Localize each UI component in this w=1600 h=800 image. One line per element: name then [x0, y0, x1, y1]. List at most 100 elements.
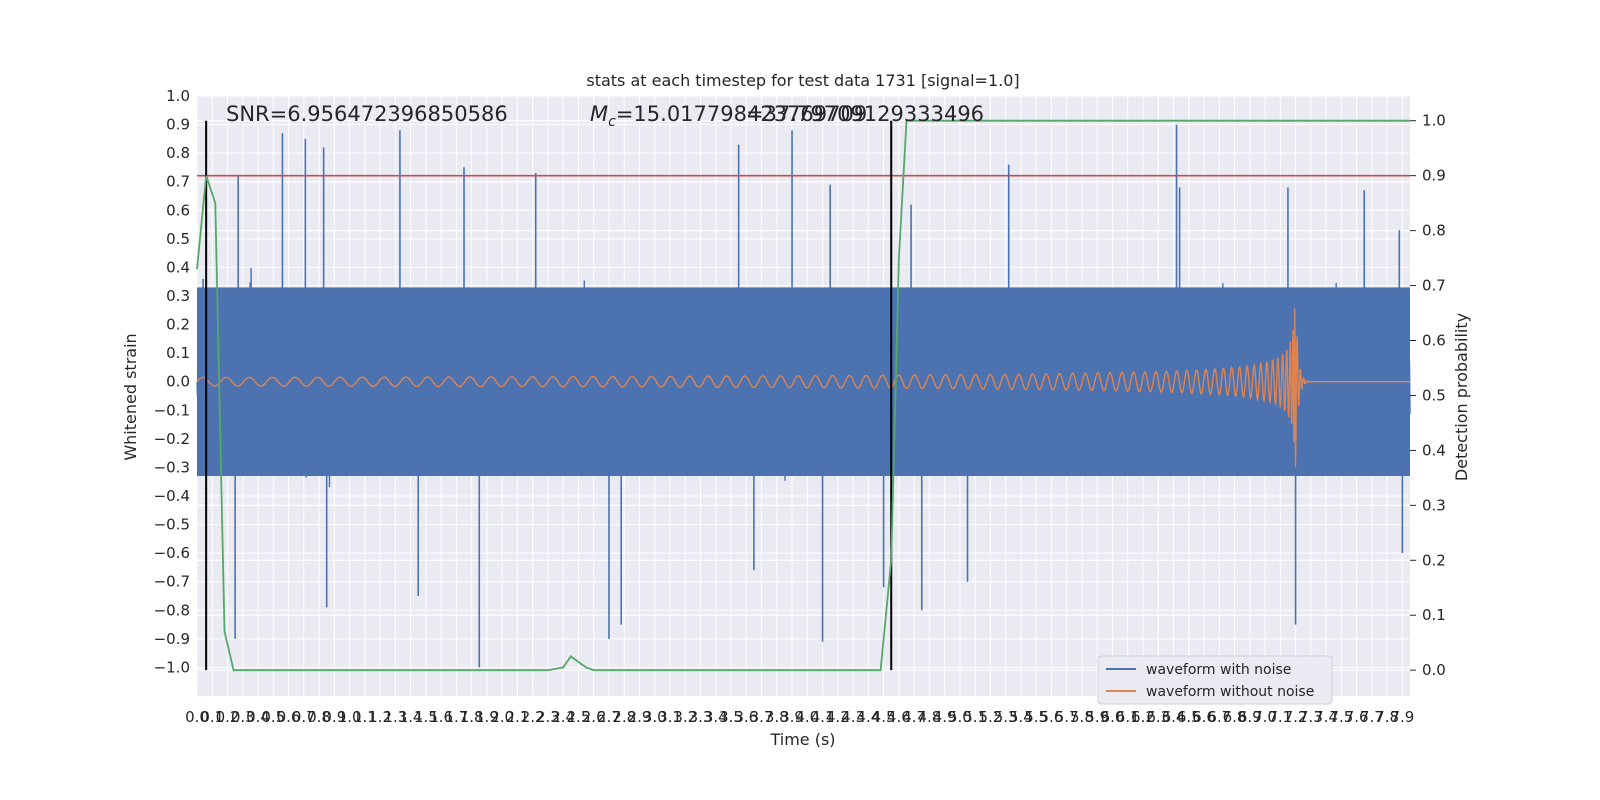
x-tick-label: 1.5 — [414, 708, 438, 726]
x-tick-label: 4.2 — [826, 708, 850, 726]
y-tick-label: −0.3 — [154, 458, 190, 476]
x-tick-label: 7.9 — [1390, 708, 1414, 726]
mc-overlap-annotation: =37.79709129333496 — [746, 102, 984, 126]
x-tick-label: 4.4 — [856, 708, 880, 726]
y-tick-label: 0.1 — [166, 344, 190, 362]
mc-annotation: Mc=15.017798423769709 — [590, 102, 867, 130]
y-tick-label: −0.8 — [154, 601, 190, 619]
x-tick-label: 6.6 — [1192, 708, 1216, 726]
x-tick-label: 3.4 — [704, 708, 728, 726]
y-tick-label: 0.7 — [166, 173, 190, 191]
series-waveform-without-noise — [196, 308, 1410, 468]
x-tick-label: 5.6 — [1040, 708, 1064, 726]
x-tick-label: 3.1 — [658, 708, 682, 726]
chart-title: stats at each timestep for test data 173… — [586, 71, 1019, 90]
y2-tick-label: 0.7 — [1422, 277, 1446, 295]
x-tick-label: 0.2 — [216, 708, 240, 726]
x-tick-label: 7.7 — [1360, 708, 1384, 726]
y-tick-label: 0.5 — [166, 230, 190, 248]
x-tick-label: 2.7 — [597, 708, 621, 726]
clean-trace — [196, 308, 1410, 468]
x-tick-label: 3.5 — [719, 708, 743, 726]
x-tick-label: 1.6 — [429, 708, 453, 726]
y2-tick-label: 0.9 — [1422, 167, 1446, 185]
x-tick-label: 4.0 — [795, 708, 819, 726]
x-tick-label: 0.7 — [292, 708, 316, 726]
x-tick-label: 4.7 — [902, 708, 926, 726]
y-tick-label: 1.0 — [166, 87, 190, 105]
x-tick-label: 3.6 — [734, 708, 758, 726]
y-tick-label: −0.9 — [154, 630, 190, 648]
axes: 0.00.10.20.30.40.50.60.70.80.91.01.11.21… — [154, 87, 1446, 726]
y2-tick-label: 0.4 — [1422, 441, 1446, 459]
legend-label-clean: waveform without noise — [1146, 684, 1314, 700]
y-tick-label: 0.4 — [166, 258, 190, 276]
x-tick-label: 6.8 — [1223, 708, 1247, 726]
x-tick-label: 4.5 — [872, 708, 896, 726]
x-axis-label: Time (s) — [769, 730, 835, 749]
y2-tick-label: 0.3 — [1422, 496, 1446, 514]
x-tick-label: 6.2 — [1131, 708, 1155, 726]
x-tick-label: 1.3 — [383, 708, 407, 726]
x-tick-label: 2.1 — [505, 708, 529, 726]
y-tick-label: −0.5 — [154, 516, 190, 534]
x-tick-label: 2.4 — [551, 708, 575, 726]
y2-tick-label: 0.5 — [1422, 386, 1446, 404]
x-tick-label: 2.0 — [490, 708, 514, 726]
x-tick-label: 5.8 — [1070, 708, 1094, 726]
y2-tick-label: 0.0 — [1422, 661, 1446, 679]
y-tick-label: −0.7 — [154, 573, 190, 591]
x-tick-label: 0.6 — [277, 708, 301, 726]
snr-annotation: SNR=6.956472396850586 — [226, 102, 508, 126]
x-tick-label: 3.8 — [765, 708, 789, 726]
x-tick-label: 5.9 — [1085, 708, 1109, 726]
x-tick-label: 1.0 — [338, 708, 362, 726]
legend-label-noise: waveform with noise — [1146, 662, 1291, 678]
x-tick-label: 0.5 — [261, 708, 285, 726]
x-tick-label: 2.5 — [567, 708, 591, 726]
x-tick-label: 0.0 — [185, 708, 209, 726]
y2-tick-label: 0.6 — [1422, 332, 1446, 350]
x-tick-label: 7.1 — [1268, 708, 1292, 726]
overlay-lines — [196, 119, 1410, 672]
y2-tick-label: 0.8 — [1422, 222, 1446, 240]
y-tick-label: 0.8 — [166, 144, 190, 162]
y-tick-label: −0.4 — [154, 487, 190, 505]
x-tick-label: 5.1 — [963, 708, 987, 726]
x-tick-label: 1.4 — [399, 708, 423, 726]
x-tick-label: 1.1 — [353, 708, 377, 726]
x-tick-label: 4.9 — [933, 708, 957, 726]
x-tick-label: 2.8 — [612, 708, 636, 726]
y2-tick-label: 0.2 — [1422, 551, 1446, 569]
x-tick-label: 3.7 — [750, 708, 774, 726]
y-tick-label: 0.0 — [166, 373, 190, 391]
y2-tick-label: 1.0 — [1422, 112, 1446, 130]
x-tick-label: 2.2 — [521, 708, 545, 726]
x-tick-label: 7.4 — [1314, 708, 1338, 726]
y-tick-label: −1.0 — [154, 658, 190, 676]
x-tick-label: 0.3 — [231, 708, 255, 726]
x-tick-label: 2.3 — [536, 708, 560, 726]
x-tick-label: 1.2 — [368, 708, 392, 726]
x-tick-label: 4.6 — [887, 708, 911, 726]
x-tick-label: 4.1 — [811, 708, 835, 726]
y-axis-label: Whitened strain — [121, 333, 140, 460]
x-tick-label: 1.7 — [444, 708, 468, 726]
x-tick-label: 4.3 — [841, 708, 865, 726]
x-tick-label: 6.4 — [1162, 708, 1186, 726]
x-tick-label: 6.1 — [1116, 708, 1140, 726]
x-tick-label: 6.0 — [1101, 708, 1125, 726]
y-tick-label: 0.3 — [166, 287, 190, 305]
y-tick-label: −0.2 — [154, 430, 190, 448]
x-tick-label: 5.5 — [1024, 708, 1048, 726]
x-tick-label: 6.5 — [1177, 708, 1201, 726]
y2-tick-label: 0.1 — [1422, 606, 1446, 624]
x-tick-label: 6.3 — [1146, 708, 1170, 726]
x-tick-label: 7.5 — [1329, 708, 1353, 726]
x-tick-label: 2.6 — [582, 708, 606, 726]
x-tick-label: 5.3 — [994, 708, 1018, 726]
x-tick-label: 5.7 — [1055, 708, 1079, 726]
x-tick-label: 3.2 — [673, 708, 697, 726]
x-tick-label: 1.8 — [460, 708, 484, 726]
x-tick-label: 5.0 — [948, 708, 972, 726]
